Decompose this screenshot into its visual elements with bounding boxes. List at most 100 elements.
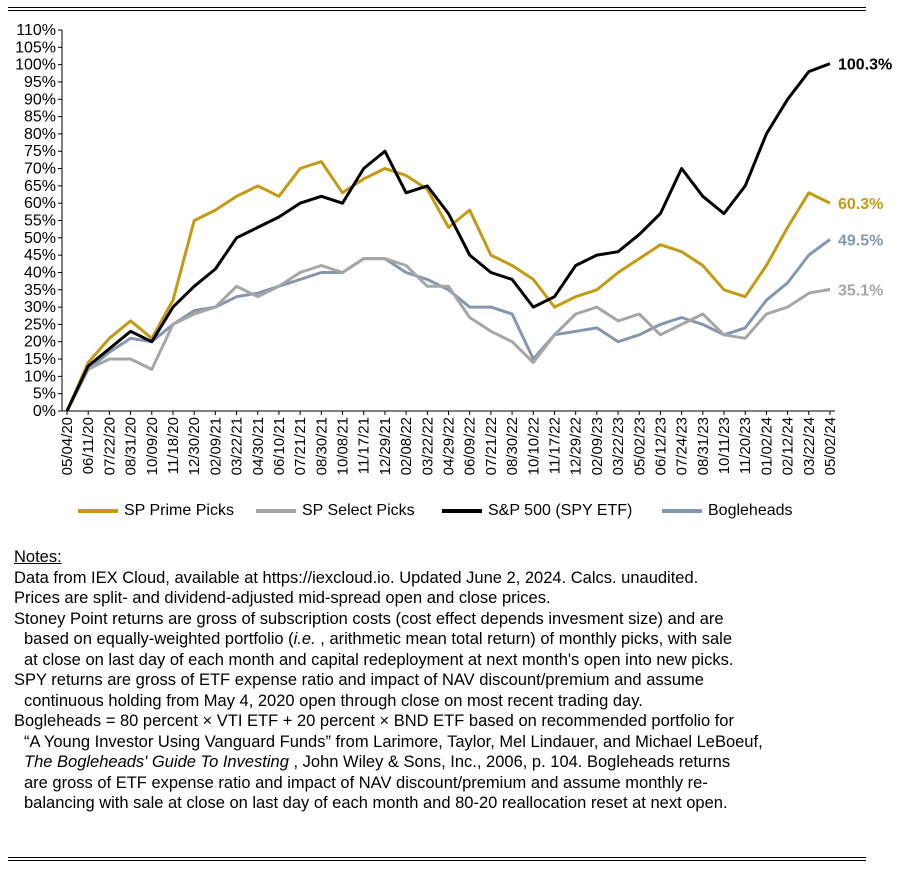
y-axis: 0%5%10%15%20%25%30%35%40%45%50%55%60%65%… <box>15 22 63 420</box>
legend-swatch <box>78 509 118 513</box>
legend-swatch <box>442 509 482 513</box>
y-tick-label: 45% <box>24 247 56 264</box>
end-labels: 60.3% 35.1% 100.3% 49.5% <box>838 57 892 300</box>
note-line: are gross of ETF expense ratio and impac… <box>24 773 708 792</box>
legend-item-sp-select: SP Select Picks <box>256 502 415 520</box>
y-tick-label: 5% <box>33 386 56 403</box>
series-line <box>65 238 831 412</box>
y-tick-label: 20% <box>24 334 56 351</box>
legend-label: Bogleheads <box>708 502 793 519</box>
legend-item-sp-prime: SP Prime Picks <box>78 502 234 520</box>
x-tick-label: 07/21/22 <box>483 417 500 475</box>
series-end-label: 35.1% <box>838 282 883 299</box>
x-tick-label: 08/30/21 <box>313 417 330 475</box>
x-tick-label: 06/11/20 <box>80 417 97 474</box>
legend-item-bogleheads: Bogleheads <box>662 502 793 520</box>
x-tick-label: 06/09/22 <box>462 417 479 475</box>
y-tick-label: 55% <box>24 213 56 230</box>
note-line: at close on last day of each month and c… <box>24 650 734 669</box>
note-line: Stoney Point returns are gross of subscr… <box>14 609 724 628</box>
x-tick-label: 06/10/21 <box>271 417 288 475</box>
series-line <box>65 257 831 412</box>
x-tick-label: 11/20/23 <box>737 417 754 474</box>
x-tick-label: 07/22/20 <box>101 417 118 475</box>
x-tick-label: 04/30/21 <box>250 417 267 475</box>
legend-label: SP Prime Picks <box>124 502 234 519</box>
legend-label: S&P 500 (SPY ETF) <box>488 502 633 519</box>
note-line: Data from IEX Cloud, available at https:… <box>14 568 699 587</box>
x-axis: 05/04/20 06/11/20 07/22/20 08/31/20 10/09/20… <box>59 410 839 475</box>
y-tick-label: 65% <box>24 178 56 195</box>
note-text: , arithmetic mean total return) of month… <box>315 630 733 648</box>
notes: Notes: Data from IEX Cloud, available at… <box>14 547 874 814</box>
x-tick-label: 05/02/24 <box>822 417 839 475</box>
y-tick-label: 10% <box>24 368 56 385</box>
y-tick-label: 70% <box>24 161 56 178</box>
x-tick-label: 03/22/24 <box>801 417 818 475</box>
note-text: , John Wiley & Sons, Inc., 2006, p. 104.… <box>288 753 731 771</box>
x-tick-label: 10/09/20 <box>144 417 161 475</box>
series-end-label: 100.3% <box>838 57 892 74</box>
x-tick-label: 11/17/21 <box>356 417 373 474</box>
x-tick-label: 10/10/22 <box>525 417 542 475</box>
note-text-italic: The Bogleheads' Guide To Investing <box>24 753 289 771</box>
note-line: based on equally-weighted portfolio (i.e… <box>14 629 874 650</box>
legend: SP Prime Picks SP Select Picks S&P 500 (… <box>0 502 901 524</box>
x-tick-label: 01/02/24 <box>758 417 775 475</box>
x-tick-label: 03/22/23 <box>610 417 627 475</box>
x-tick-label: 07/21/21 <box>292 417 309 475</box>
y-tick-label: 35% <box>24 282 56 299</box>
x-tick-label: 10/11/23 <box>716 417 733 474</box>
x-tick-label: 08/31/23 <box>695 417 712 475</box>
y-tick-label: 80% <box>24 126 56 143</box>
x-tick-label: 05/04/20 <box>59 417 76 475</box>
x-tick-label: 02/09/23 <box>589 417 606 475</box>
series-line <box>65 160 831 412</box>
y-tick-label: 90% <box>24 91 56 108</box>
legend-label: SP Select Picks <box>302 502 415 519</box>
note-line: The Bogleheads' Guide To Investing , Joh… <box>14 752 874 773</box>
y-tick-label: 60% <box>24 195 56 212</box>
x-tick-label: 11/17/22 <box>546 417 563 474</box>
bottom-rule <box>8 857 866 858</box>
x-tick-label: 02/09/21 <box>207 417 224 475</box>
note-line: “A Young Investor Using Vanguard Funds” … <box>24 732 763 751</box>
y-tick-label: 75% <box>24 143 56 160</box>
x-tick-label: 06/12/23 <box>652 417 669 475</box>
x-tick-label: 11/18/20 <box>165 417 182 474</box>
y-tick-label: 40% <box>24 264 56 281</box>
legend-item-spy: S&P 500 (SPY ETF) <box>442 502 632 520</box>
line-chart: 0%5%10%15%20%25%30%35%40%45%50%55%60%65%… <box>15 22 892 475</box>
series-line <box>65 62 831 412</box>
note-line: Bogleheads = 80 percent × VTI ETF + 20 p… <box>14 712 734 730</box>
top-rule-2 <box>8 10 866 11</box>
x-tick-label: 07/24/23 <box>674 417 691 475</box>
x-tick-label: 02/12/24 <box>780 417 797 475</box>
x-tick-label: 03/22/22 <box>419 417 436 475</box>
y-tick-label: 0% <box>33 403 56 420</box>
bottom-rule-2 <box>8 860 866 861</box>
y-tick-label: 50% <box>24 230 56 247</box>
top-rule <box>8 7 866 8</box>
note-line: Prices are split- and dividend-adjusted … <box>14 589 551 607</box>
y-tick-label: 30% <box>24 299 56 316</box>
y-tick-label: 15% <box>24 351 56 368</box>
note-text-italic: i.e. <box>293 630 316 648</box>
x-tick-label: 12/29/22 <box>568 417 585 475</box>
x-tick-label: 12/29/21 <box>377 417 394 475</box>
x-tick-label: 08/31/20 <box>123 417 140 475</box>
legend-swatch <box>256 509 296 513</box>
x-tick-label: 02/08/22 <box>398 417 415 475</box>
note-line: continuous holding from May 4, 2020 open… <box>24 691 643 710</box>
series-end-label: 60.3% <box>838 196 883 213</box>
y-tick-label: 105% <box>15 39 56 56</box>
x-tick-label: 12/30/20 <box>186 417 203 475</box>
notes-title: Notes: <box>14 548 62 566</box>
x-tick-label: 04/29/22 <box>441 417 458 475</box>
y-tick-label: 110% <box>16 22 56 39</box>
note-text: based on equally-weighted portfolio ( <box>24 630 294 648</box>
series-lines <box>65 62 831 412</box>
x-tick-label: 10/08/21 <box>335 417 352 475</box>
x-tick-label: 05/02/23 <box>631 417 648 475</box>
y-tick-label: 100% <box>15 57 56 74</box>
